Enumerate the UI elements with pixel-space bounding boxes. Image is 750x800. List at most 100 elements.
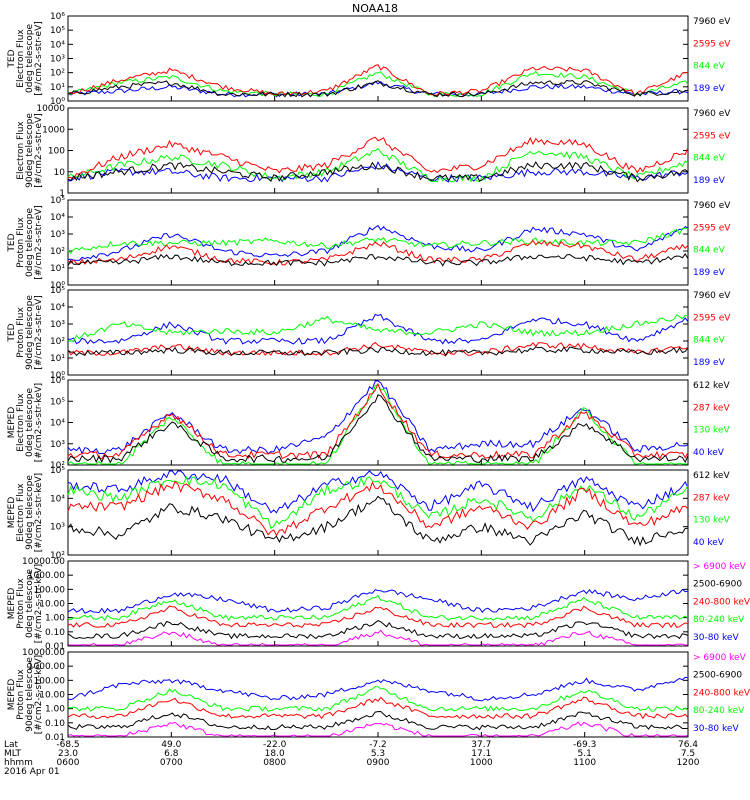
legend-entry: 2500-6900 [693,671,742,681]
y-tick-label: 10000.00 [22,648,65,658]
series-line--6900-kev [67,629,688,646]
y-tick-label: 1000.00 [28,662,65,672]
panel-frame [67,199,689,286]
series-line-80-240-kev [67,685,689,712]
y-tick-label: 10¹ [50,264,65,274]
x-tick-label: 0800 [263,758,286,768]
x-tick-label: 37.7 [471,740,491,750]
panel-2: 1 10 100 1000 10000 Electron Flux 90deg telesc… [16,104,731,199]
y-axis-label: Electron Flux [16,393,26,452]
series-line-2595-ev [67,239,689,266]
y-axis-label: TED [7,233,17,252]
y-tick-label: 100.00 [34,676,66,686]
y-tick-label: 10⁶ [50,376,65,386]
legend-entry: 287 keV [693,403,730,413]
series-line-30-80-kev [67,588,689,614]
panel-1: 10⁰ 10¹ 10² 10³ 10⁴ 10⁵ 10⁶ TED Electron Flux 0de… [7,12,731,107]
y-axis-label: 0deg telescope [25,208,35,278]
series-line-40-kev [67,380,689,455]
y-tick-label: 0.01 [45,733,65,743]
series-line-612-kev [67,394,689,464]
x-tick-label: -22.0 [263,740,287,750]
panel-frame [67,379,689,466]
y-tick-label: 10² [50,551,65,561]
y-tick-label: 100 [48,147,65,157]
y-tick-label: 10² [50,247,65,257]
y-axis-label: Proton Flux [16,217,26,268]
y-tick-label: 10³ [50,320,65,330]
y-tick-label: 10⁴ [50,494,65,504]
y-tick-label: 10⁶ [50,12,65,22]
y-axis-label: MEPED [7,588,17,620]
y-axis-label: Proton Flux [16,669,26,720]
series-line-189-ev [67,80,689,98]
y-tick-label: 10000 [36,104,65,114]
panels-layer: 10⁰ 10¹ 10² 10³ 10⁴ 10⁵ 10⁶ TED Electron Flux 0de… [7,12,750,743]
legend-entry: 844 eV [693,154,726,164]
x-tick-label: 23.0 [58,749,78,759]
legend-entry: 2595 eV [693,39,731,49]
legend-entry: 30-80 keV [693,724,739,734]
series-line-7960-ev [67,79,689,98]
y-tick-label: 10³ [50,440,65,450]
legend-entry: 2595 eV [693,223,731,233]
panel-5: 10² 10³ 10⁴ 10⁵ 10⁶ MEPED Electron Flux 0deg te… [7,376,730,471]
y-tick-label: 0.10 [45,719,65,729]
panel-frame [67,107,689,194]
x-tick-label: 1200 [677,758,700,768]
series-line-240-800-kev [67,605,689,629]
y-tick-label: 10⁴ [50,303,65,313]
legend-entry: 844 eV [693,62,726,72]
legend-entry: 612 keV [693,471,730,481]
y-axis-label: [#/cm2-s-str-keV] [34,564,44,643]
y-axis-label: Electron Flux [16,483,26,542]
legend-entry: 844 eV [693,246,726,256]
legend-entry: 130 keV [693,516,730,526]
y-axis-label: 0deg telescope [25,569,35,639]
y-tick-label: 10⁴ [50,419,65,429]
series-line-7960-ev [67,346,689,357]
legend-entry: 612 keV [693,381,730,391]
series-line-844-ev [67,314,689,343]
legend-entry: 7960 eV [693,291,731,301]
panel-6: 10² 10³ 10⁴ 10⁵ MEPED Electron Flux 90deg tele… [7,466,730,561]
y-tick-label: 10⁵ [50,26,65,36]
x-tick-label: 17.1 [471,749,491,759]
chart-title: NOAA18 [352,2,398,15]
legend-entry: 30-80 keV [693,633,739,643]
legend-entry: 130 keV [693,426,730,436]
y-axis-label: [#/cm2-s-str-eV] [34,113,44,188]
x-tick-label: 18.0 [265,749,285,759]
series-line-2500-6900 [67,620,689,640]
legend-entry: 80-240 keV [693,706,745,716]
series-line-844-ev [67,147,689,183]
y-tick-label: 10² [50,337,65,347]
panel-frame [67,469,689,556]
y-axis-label: TED [7,323,17,342]
x-tick-label: 5.1 [578,749,592,759]
panel-4: 10⁰ 10¹ 10² 10³ 10⁴ 10⁵ TED Proton Flux 90deg te… [7,286,731,381]
x-tick-label: 1000 [470,758,493,768]
y-tick-label: 10⁰ [50,281,65,291]
series-line-844-ev [67,70,689,98]
y-axis-label: Proton Flux [16,307,26,358]
series-line-2500-6900 [67,710,689,731]
y-tick-label: 10³ [50,523,65,533]
x-tick-label: 5.3 [371,749,385,759]
y-axis-label: [#/cm2-s-str-keV] [34,383,44,462]
x-tick-label: -69.3 [573,740,596,750]
x-tick-label: 6.8 [164,749,179,759]
y-axis-label: MEPED [7,497,17,529]
x-tick-label: 1100 [573,758,596,768]
y-tick-label: 10³ [50,55,65,65]
y-axis-label: Electron Flux [16,121,26,180]
series-line-240-800-kev [67,696,689,720]
y-tick-label: 0.10 [45,628,65,638]
legend-entry: 189 eV [693,84,726,94]
x-row-label: hhmm [4,758,33,768]
x-tick-label: 49.0 [161,740,181,750]
legend-entry: 240-800 keV [693,688,750,698]
y-axis-label: Electron Flux [16,29,26,88]
